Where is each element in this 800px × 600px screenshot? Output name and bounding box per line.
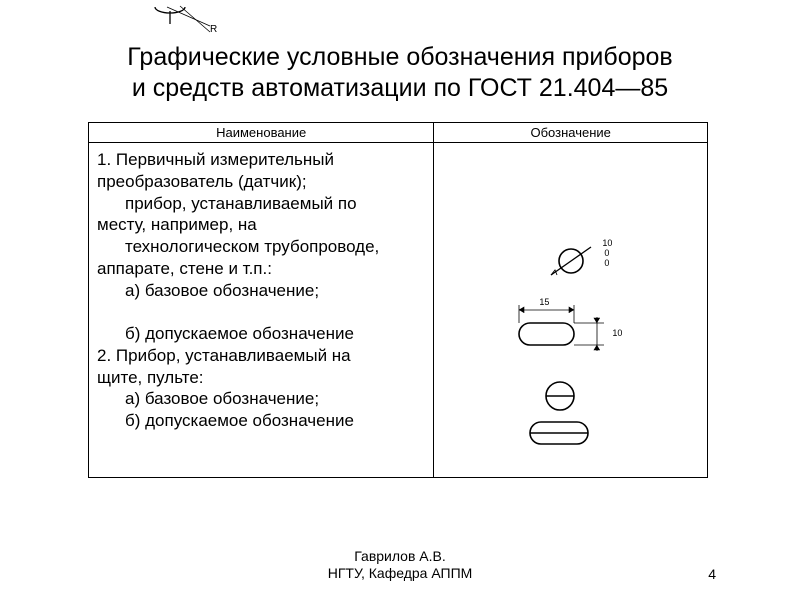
symbol-circle-bar-icon: [540, 376, 590, 416]
txt: а) базовое обозначение;: [97, 280, 425, 302]
top-symbol-annotation: R: [210, 25, 217, 35]
txt: преобразователь (датчик);: [97, 172, 307, 191]
slide-title: Графические условные обозначения приборо…: [0, 42, 800, 105]
footer-author: Гаврилов А.В.: [354, 548, 446, 564]
symbol-capsule-bar-icon: [524, 416, 614, 450]
txt: б) допускаемое обозначение: [97, 410, 425, 432]
table-header-row: Наименование Обозначение: [89, 123, 708, 143]
main-table: Наименование Обозначение 1. Первичный из…: [88, 122, 708, 478]
txt: а) базовое обозначение;: [97, 388, 425, 410]
txt: прибор, устанавливаемый по: [97, 193, 425, 215]
dim-label: 0: [604, 249, 609, 258]
table-row: 1. Первичный измерительный преобразовате…: [89, 143, 708, 478]
txt: 2. Прибор, устанавливаемый на: [97, 346, 351, 365]
dim-label: 15: [539, 298, 549, 307]
symbol-capsule-icon: [504, 293, 644, 353]
header-symbol: Обозначение: [434, 123, 708, 143]
header-name: Наименование: [89, 123, 434, 143]
txt: 1. Первичный измерительный: [97, 150, 334, 169]
txt: щите, пульте:: [97, 368, 204, 387]
title-line-2: и средств автоматизации по ГОСТ 21.404—8…: [132, 74, 668, 102]
dim-label: 0: [604, 259, 609, 268]
txt: аппарате, стене и т.п.:: [97, 259, 272, 278]
footer: Гаврилов А.В. НГТУ, Кафедра АППМ: [0, 548, 800, 582]
dim-label: 10: [602, 239, 612, 248]
cell-name: 1. Первичный измерительный преобразовате…: [89, 143, 434, 478]
txt: технологическом трубопроводе,: [97, 236, 425, 258]
title-line-1: Графические условные обозначения приборо…: [127, 43, 672, 71]
txt: б) допускаемое обозначение: [97, 323, 425, 345]
footer-org: НГТУ, Кафедра АППМ: [328, 565, 473, 581]
dim-label: 10: [612, 329, 622, 338]
cell-symbol: 10 0 0: [434, 143, 708, 478]
page-number: 4: [708, 566, 716, 582]
txt: месту, например, на: [97, 215, 257, 234]
